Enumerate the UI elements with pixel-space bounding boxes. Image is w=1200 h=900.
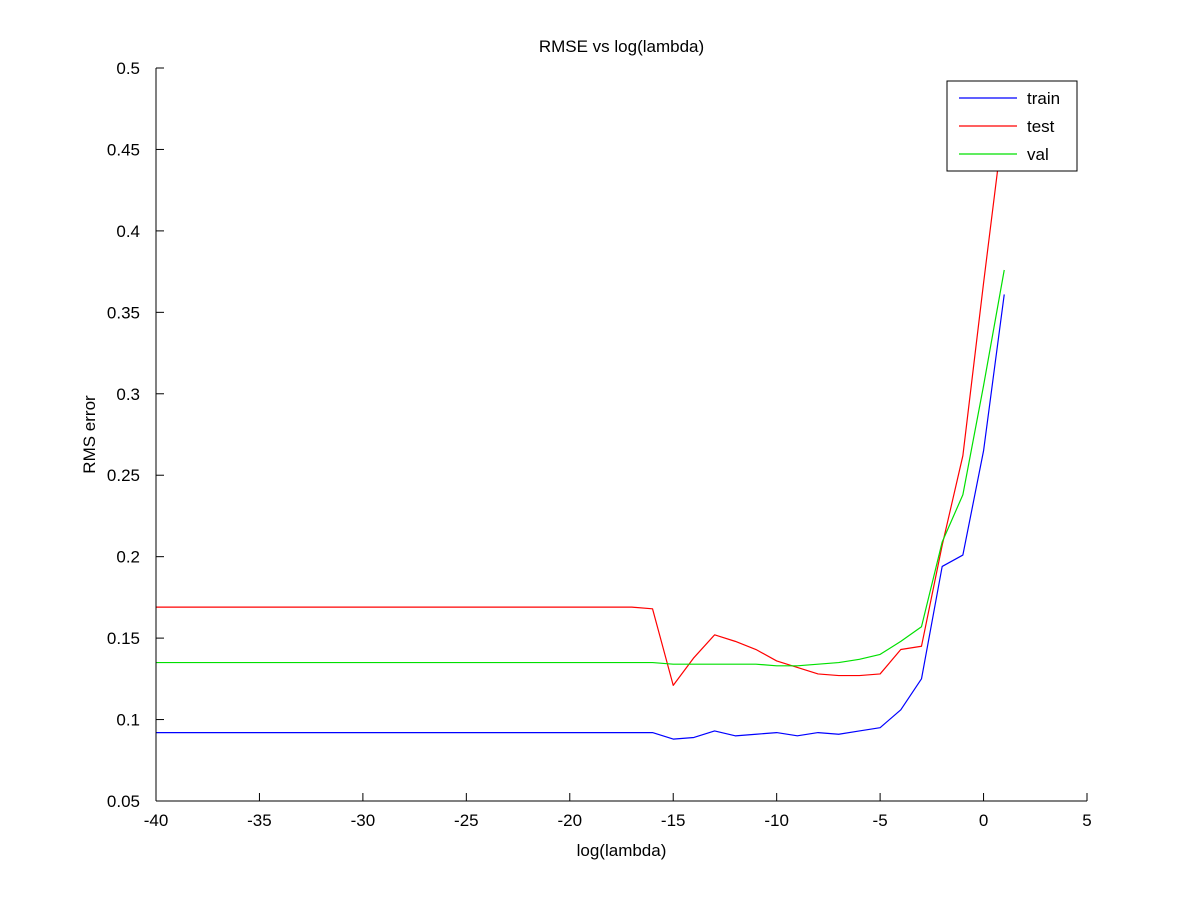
- series-line-test: [156, 116, 1005, 686]
- y-tick-label: 0.05: [107, 792, 140, 811]
- series-line-train: [156, 294, 1005, 740]
- y-tick-label: 0.15: [107, 629, 140, 648]
- x-tick-label: -10: [764, 811, 789, 830]
- x-tick-label: 0: [979, 811, 988, 830]
- y-tick-label: 0.5: [116, 59, 140, 78]
- y-tick-label: 0.1: [116, 711, 140, 730]
- y-tick-label: 0.25: [107, 466, 140, 485]
- x-tick-label: -15: [661, 811, 686, 830]
- x-tick-label: -20: [557, 811, 582, 830]
- x-tick-label: -5: [873, 811, 888, 830]
- series-line-val: [156, 269, 1005, 667]
- x-tick-label: -35: [247, 811, 272, 830]
- legend-label-train: train: [1027, 89, 1060, 108]
- plot-area: -40 -35 -30 -25 -20 -15 -10 -5 0 5 0.05 0.1 0.15 0.2 0…: [107, 59, 1092, 830]
- x-axis-label: log(lambda): [577, 841, 667, 860]
- y-tick-label: 0.3: [116, 385, 140, 404]
- x-tick-label: 5: [1082, 811, 1091, 830]
- y-axis-label: RMS error: [80, 395, 99, 474]
- y-tick-label: 0.2: [116, 548, 140, 567]
- legend-label-val: val: [1027, 145, 1049, 164]
- y-tick-label: 0.45: [107, 140, 140, 159]
- x-tick-label: -25: [454, 811, 479, 830]
- y-tick-label: 0.4: [116, 222, 140, 241]
- y-tick-label: 0.35: [107, 303, 140, 322]
- legend-label-test: test: [1027, 117, 1055, 136]
- x-tick-label: -40: [144, 811, 169, 830]
- x-tick-label: -30: [351, 811, 376, 830]
- chart-title: RMSE vs log(lambda): [539, 37, 704, 56]
